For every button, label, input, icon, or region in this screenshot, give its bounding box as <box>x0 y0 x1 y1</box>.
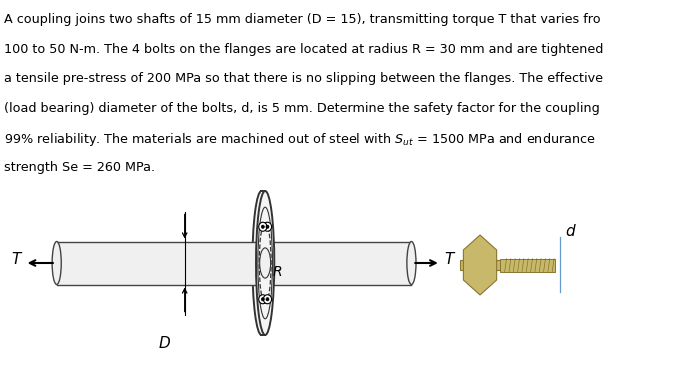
Text: R: R <box>272 265 282 279</box>
Text: T: T <box>12 251 21 266</box>
Ellipse shape <box>261 225 265 229</box>
FancyBboxPatch shape <box>57 242 264 285</box>
Ellipse shape <box>261 298 265 301</box>
Ellipse shape <box>259 222 267 231</box>
Polygon shape <box>460 260 500 270</box>
Text: 99% reliability. The materials are machined out of steel with $S_{ut}$ = 1500 MP: 99% reliability. The materials are machi… <box>4 131 595 148</box>
Text: d: d <box>565 224 575 239</box>
Ellipse shape <box>260 248 271 278</box>
Polygon shape <box>500 258 555 272</box>
FancyBboxPatch shape <box>262 332 265 335</box>
Ellipse shape <box>52 242 62 285</box>
Ellipse shape <box>253 191 271 335</box>
Text: T: T <box>444 251 454 266</box>
Ellipse shape <box>263 295 272 304</box>
Text: a tensile pre-stress of 200 MPa so that there is no slipping between the flanges: a tensile pre-stress of 200 MPa so that … <box>4 72 603 85</box>
Polygon shape <box>463 235 496 295</box>
Ellipse shape <box>407 242 416 285</box>
Text: 100 to 50 N-m. The 4 bolts on the flanges are located at radius R = 30 mm and ar: 100 to 50 N-m. The 4 bolts on the flange… <box>4 43 603 56</box>
FancyBboxPatch shape <box>262 191 265 194</box>
Text: D: D <box>159 336 171 352</box>
Text: strength Se = 260 MPa.: strength Se = 260 MPa. <box>4 160 155 173</box>
Ellipse shape <box>256 191 274 335</box>
Ellipse shape <box>259 295 267 304</box>
Text: A coupling joins two shafts of 15 mm diameter (D = 15), transmitting torque T th: A coupling joins two shafts of 15 mm dia… <box>4 13 601 26</box>
Ellipse shape <box>263 222 272 231</box>
Ellipse shape <box>266 225 269 229</box>
FancyBboxPatch shape <box>266 242 412 285</box>
Text: (load bearing) diameter of the bolts, d, is 5 mm. Determine the safety factor fo: (load bearing) diameter of the bolts, d,… <box>4 101 599 115</box>
Ellipse shape <box>266 298 269 301</box>
